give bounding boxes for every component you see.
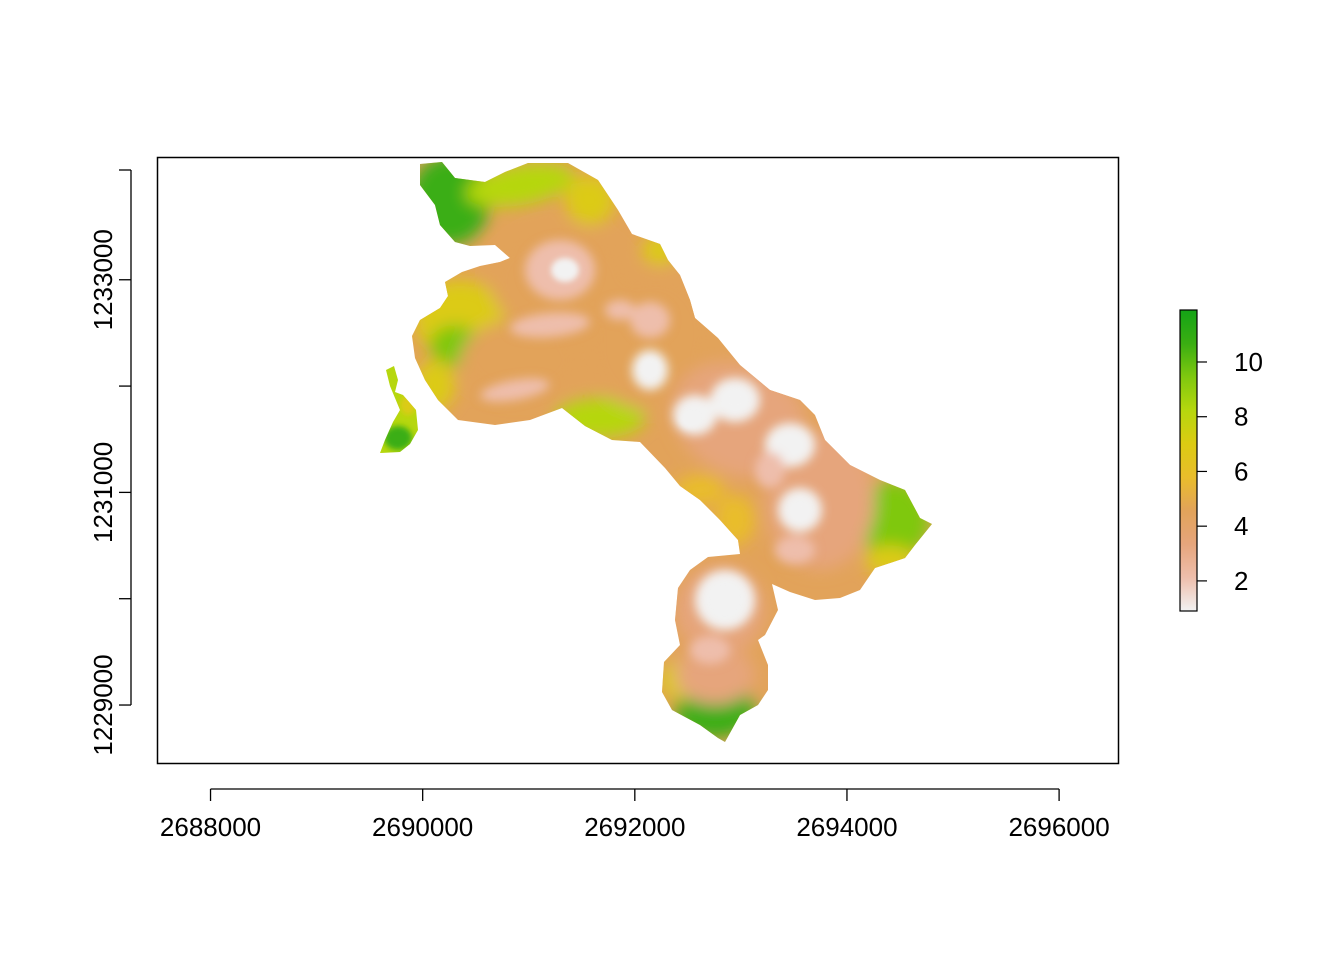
raster-cell (775, 536, 815, 564)
raster-cell (675, 645, 755, 705)
raster-cell (630, 302, 670, 338)
raster-cell (711, 586, 739, 614)
y-tick-label: 1233000 (88, 229, 118, 330)
legend-tick-label: 8 (1234, 402, 1248, 432)
y-tick-label: 1231000 (88, 442, 118, 543)
raster-cell (605, 300, 635, 320)
legend-tick-label: 2 (1234, 566, 1248, 596)
legend-tick-label: 4 (1234, 511, 1248, 541)
raster-cell (715, 495, 755, 545)
raster-cell (675, 475, 725, 505)
raster-cell (755, 452, 785, 488)
raster-layer (380, 162, 932, 742)
legend-tick-label: 6 (1234, 456, 1248, 486)
colorbar-rect (1179, 309, 1198, 612)
x-axis: 2688000 2690000 2692000 2694000 2696000 (160, 788, 1110, 842)
raster-cell (642, 235, 678, 265)
raster-cell (565, 175, 615, 225)
colorbar-ticks: 2 4 6 8 10 (1197, 347, 1263, 596)
raster-cell (400, 395, 416, 415)
y-tick-label: 1229000 (88, 654, 118, 755)
x-tick-label: 2688000 (160, 812, 261, 842)
raster-cell (384, 426, 412, 450)
raster-cell (460, 320, 580, 400)
x-tick-label: 2690000 (372, 812, 473, 842)
x-tick-label: 2692000 (584, 812, 685, 842)
legend-tick-label: 10 (1234, 347, 1263, 377)
legend-colorbar: 2 4 6 8 10 (1179, 309, 1263, 612)
raster-cell (480, 378, 550, 402)
y-axis: 1229000 1231000 1233000 (88, 169, 132, 756)
raster-cell (865, 545, 915, 575)
raster-cell (641, 359, 659, 377)
raster-cell (791, 503, 809, 521)
raster-cell (690, 636, 730, 664)
raster-cell (680, 412, 700, 428)
raster-cell (723, 390, 747, 410)
x-tick-label: 2696000 (1008, 812, 1109, 842)
plot-frame (156, 156, 1120, 765)
raster-cell (510, 312, 590, 338)
raster-cell (415, 360, 455, 410)
x-tick-label: 2694000 (796, 812, 897, 842)
raster-cell (551, 258, 579, 282)
